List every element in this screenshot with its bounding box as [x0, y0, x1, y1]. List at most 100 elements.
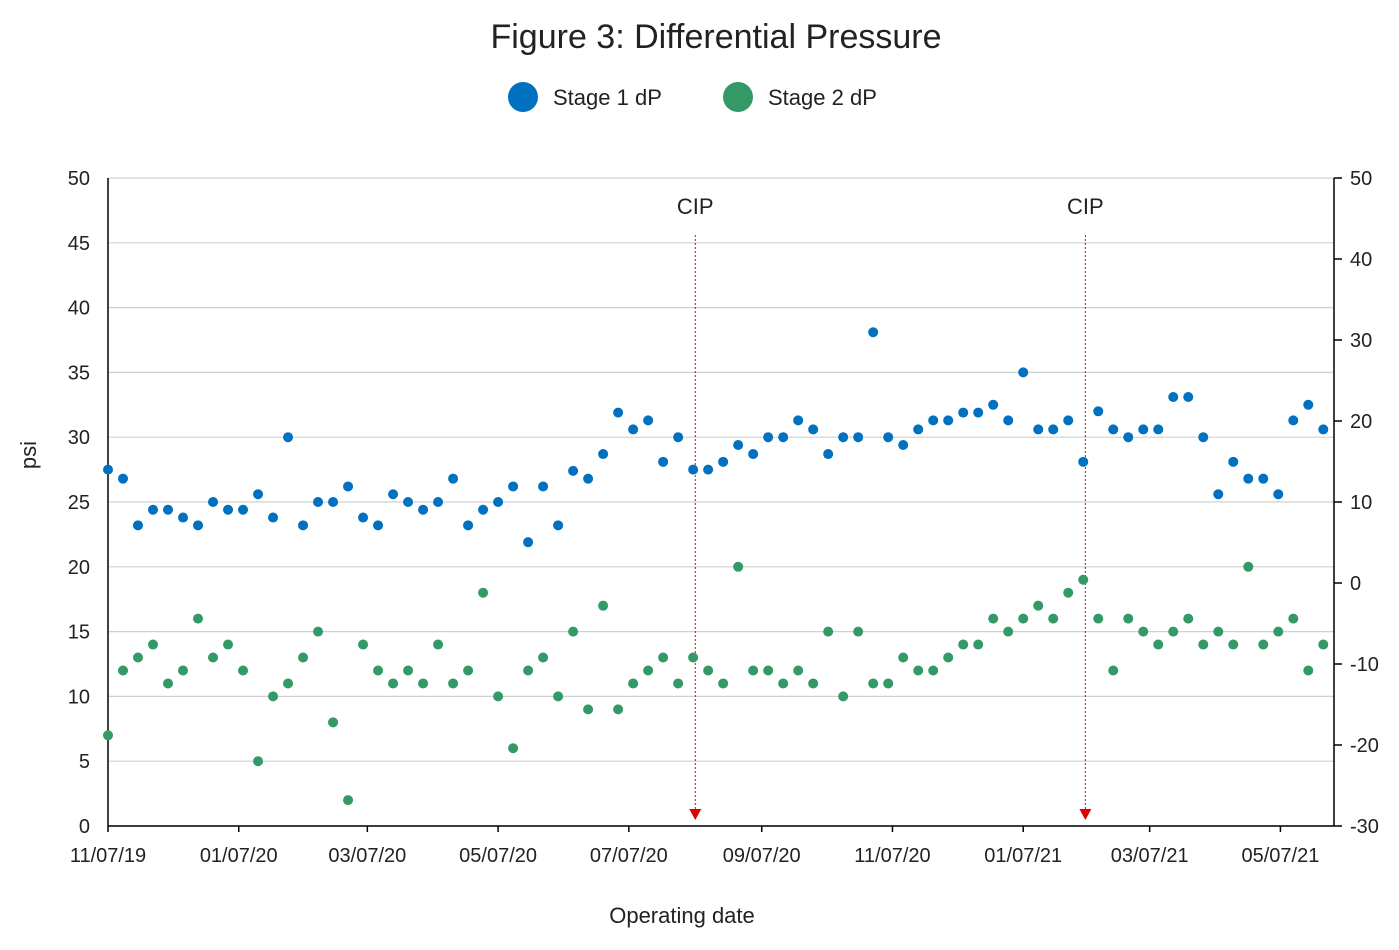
data-point: [223, 639, 234, 650]
data-point: [1078, 456, 1089, 467]
data-point: [1183, 392, 1194, 403]
data-point: [1288, 613, 1299, 624]
data-point: [643, 665, 654, 676]
x-tick-label: 07/07/20: [590, 845, 668, 867]
data-point: [238, 665, 249, 676]
data-point: [853, 626, 864, 637]
y-tick-label: 45: [68, 233, 90, 255]
data-point: [583, 704, 594, 715]
data-point: [1048, 613, 1059, 624]
data-point: [598, 449, 609, 460]
data-point: [403, 497, 414, 507]
data-point: [613, 704, 624, 715]
data-point: [778, 678, 789, 689]
data-point: [493, 691, 504, 702]
data-point: [673, 678, 684, 689]
y-tick-label: 40: [68, 298, 90, 320]
y2-tick-label: -10: [1350, 654, 1379, 676]
data-point: [508, 743, 519, 754]
data-point: [1228, 639, 1239, 650]
data-point: [298, 520, 309, 531]
data-point: [898, 439, 909, 450]
annotation-label: CIP: [677, 194, 714, 219]
data-point: [1303, 665, 1314, 676]
data-point: [373, 520, 384, 531]
data-point: [1243, 561, 1254, 572]
data-point: [1063, 415, 1074, 426]
data-point: [613, 407, 624, 418]
data-point: [553, 520, 564, 531]
data-point: [463, 665, 474, 676]
data-point: [928, 415, 939, 426]
data-point: [178, 512, 189, 523]
data-point: [1198, 639, 1209, 650]
data-point: [298, 652, 309, 663]
data-point: [1123, 432, 1134, 443]
data-point: [253, 756, 264, 767]
data-point: [1123, 613, 1134, 624]
x-tick-label: 05/07/20: [459, 845, 537, 867]
data-point: [793, 665, 804, 676]
data-point: [1273, 626, 1284, 637]
data-point: [748, 665, 759, 676]
data-point: [673, 432, 684, 443]
data-point: [328, 497, 339, 507]
data-point: [1048, 424, 1059, 435]
data-point: [193, 520, 204, 531]
data-point: [778, 432, 789, 443]
data-point: [1213, 489, 1224, 500]
data-point: [988, 399, 999, 410]
data-point: [988, 613, 999, 624]
data-point: [1243, 473, 1254, 484]
data-point: [838, 432, 849, 443]
data-point: [478, 587, 489, 598]
data-point: [448, 473, 459, 484]
data-point: [163, 678, 174, 689]
annotation-arrow: [1079, 809, 1092, 820]
y2-tick-label: 0: [1350, 573, 1361, 595]
data-point: [223, 504, 234, 515]
data-point: [313, 497, 324, 507]
data-point: [538, 652, 549, 663]
data-point: [418, 678, 429, 689]
data-point: [553, 691, 564, 702]
data-point: [1258, 639, 1269, 650]
data-point: [1003, 415, 1014, 426]
data-point: [703, 464, 714, 475]
x-tick-label: 03/07/21: [1111, 845, 1189, 867]
y-axis-label: psi: [16, 441, 41, 469]
data-point: [148, 639, 159, 650]
data-point: [973, 407, 984, 418]
data-point: [343, 795, 354, 806]
data-point: [1213, 626, 1224, 637]
y-tick-label: 50: [68, 168, 90, 190]
data-point: [238, 504, 249, 515]
data-point: [268, 512, 279, 523]
data-point: [268, 691, 279, 702]
data-point: [1318, 424, 1329, 435]
data-point: [763, 665, 774, 676]
x-axis-label: Operating date: [609, 903, 755, 928]
y2-tick-label: -20: [1350, 735, 1379, 757]
data-point: [313, 626, 324, 637]
data-point: [1078, 574, 1089, 585]
data-point: [748, 449, 759, 460]
data-point: [823, 449, 834, 460]
annotation-label: CIP: [1067, 194, 1104, 219]
data-point: [883, 432, 894, 443]
data-point: [973, 639, 984, 650]
data-point: [1093, 613, 1104, 624]
data-point: [283, 678, 294, 689]
data-point: [868, 327, 879, 338]
data-point: [118, 473, 129, 484]
legend-label: Stage 2 dP: [768, 85, 877, 110]
y2-tick-label: 20: [1350, 411, 1372, 433]
data-point: [343, 481, 354, 492]
data-point: [568, 465, 579, 476]
data-point: [1303, 399, 1314, 410]
data-point: [1273, 489, 1284, 500]
data-point: [133, 652, 144, 663]
annotation-arrow: [689, 809, 702, 820]
data-point: [118, 665, 129, 676]
data-point: [688, 652, 699, 663]
